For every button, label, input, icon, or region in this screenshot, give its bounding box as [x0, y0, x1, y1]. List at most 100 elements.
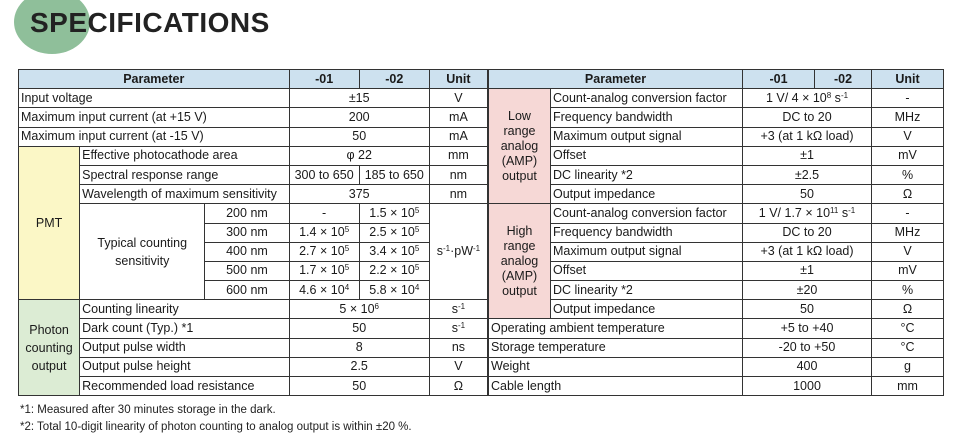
times-sign: × — [390, 263, 398, 278]
value-max-sensitivity: 375 — [288, 184, 430, 205]
unit-max-current-pos: mA — [428, 107, 489, 128]
param-dark-count: Dark count (Typ.) *1 — [79, 318, 290, 339]
group-label-low-range: Low range analog (AMP) output — [488, 88, 551, 205]
value-dark-count: 50 — [288, 318, 430, 339]
group-label-pmt: PMT — [17, 145, 81, 301]
param-cable-length: Cable length — [488, 375, 743, 397]
unit-high-dc-linearity: % — [871, 280, 944, 301]
value-storage-temp: -20 to +50 — [742, 337, 872, 358]
header-parameter: Parameter — [18, 68, 290, 90]
param-input-voltage: Input voltage — [18, 88, 290, 109]
value-high-dc-linearity: ±20 — [742, 280, 872, 301]
param-photocathode: Effective photocathode area — [79, 145, 290, 166]
table-header-row: Parameter -01 -02 Unit — [488, 68, 944, 90]
unit-sensitivity: s-1·pW-1 — [428, 203, 489, 301]
sens-01-mant: 1.4 — [299, 225, 317, 240]
sens-01-mant: 4.6 — [299, 282, 317, 297]
value-cable-length: 1000 — [742, 375, 872, 397]
value-max-current-pos: 200 — [288, 107, 430, 128]
table-row: Recommended load resistance 50 Ω — [19, 375, 489, 397]
high-conv-tail: s — [838, 205, 849, 220]
unit-max-current-neg: mA — [428, 126, 489, 147]
unit-high-offset: mV — [871, 260, 944, 282]
unit-load-resistance: Ω — [428, 375, 489, 397]
unit-sens-mid: ·pW — [450, 244, 473, 259]
ten-base: 10 — [400, 244, 415, 259]
table-row: Photon counting output Counting linearit… — [17, 299, 489, 397]
footnote-2: *2: Total 10-digit linearity of photon c… — [20, 421, 412, 433]
unit-high-max-output: V — [871, 241, 944, 262]
ten-base: 10 — [400, 263, 415, 278]
sens-02: 2.5 × 105 — [358, 222, 430, 243]
sens-01: - — [288, 203, 360, 224]
sens-02: 3.4 × 105 — [358, 241, 430, 262]
times-sign: × — [390, 205, 398, 220]
unit-high-bandwidth: MHz — [871, 222, 944, 243]
times-sign: × — [319, 282, 328, 297]
table-row: Cable length 1000 mm — [488, 375, 944, 397]
table-row: Maximum input current (at -15 V) 50 mA — [18, 126, 489, 147]
sens-wl: 300 nm — [204, 222, 290, 243]
param-high-conversion: Count-analog conversion factor — [550, 203, 743, 224]
table-row: Offset ±1 mV — [489, 145, 944, 166]
header-parameter: Parameter — [488, 68, 743, 90]
value-input-voltage: ±15 — [288, 88, 430, 109]
table-row: Frequency bandwidth DC to 20 MHz — [489, 107, 944, 128]
table-row: DC linearity *2 ±20 % — [489, 280, 944, 301]
sens-02-exp: 5 — [414, 263, 420, 273]
param-low-offset: Offset — [550, 145, 743, 166]
unit-low-max-output: V — [871, 126, 944, 147]
value-load-resistance: 50 — [288, 375, 430, 397]
unit-counting-linearity: s-1 — [428, 299, 489, 320]
table-row: Operating ambient temperature +5 to +40 … — [488, 318, 944, 339]
table-row: Output pulse height 2.5 V — [19, 356, 489, 378]
table-row: 400 nm 2.7 × 105 3.4 × 105 — [19, 241, 488, 262]
linearity-exp: 6 — [374, 301, 379, 311]
table-row: Output impedance 50 Ω — [489, 184, 944, 205]
high-conv-value: 1 V/ 1.7 × 10 — [758, 205, 831, 220]
header-02: -02 — [814, 68, 872, 90]
header-unit: Unit — [428, 68, 489, 90]
table-row: Maximum output signal +3 (at 1 kΩ load) … — [489, 126, 944, 147]
sens-02-mant: 3.4 — [369, 244, 387, 259]
param-weight: Weight — [488, 356, 743, 378]
low-conv-tail-exp: -1 — [840, 90, 849, 100]
table-row: Maximum input current (at +15 V) 200 mA — [18, 107, 489, 128]
sens-01: 1.4 × 105 — [288, 222, 360, 243]
times-sign: × — [390, 282, 398, 297]
dark-count-unit-exp: -1 — [457, 321, 466, 331]
value-high-impedance: 50 — [742, 299, 872, 320]
param-high-impedance: Output impedance — [550, 299, 743, 320]
table-row: Low range analog (AMP) output Count-anal… — [488, 88, 944, 205]
sens-01: 1.7 × 105 — [288, 260, 360, 282]
sens-02: 1.5 × 105 — [358, 203, 430, 224]
sens-02: 5.8 × 104 — [358, 280, 430, 301]
sens-wl: 200 nm — [204, 203, 290, 224]
sens-wl: 400 nm — [204, 241, 290, 262]
param-max-sensitivity: Wavelength of maximum sensitivity — [79, 184, 290, 205]
sens-02: 2.2 × 105 — [358, 260, 430, 282]
param-low-conversion: Count-analog conversion factor — [550, 88, 743, 109]
ten-base: 10 — [330, 244, 345, 259]
unit-photocathode: mm — [428, 145, 489, 166]
linearity-mant: 5 × 10 — [339, 301, 375, 316]
ten-base: 10 — [400, 205, 415, 220]
param-low-bandwidth: Frequency bandwidth — [550, 107, 743, 128]
value-low-offset: ±1 — [742, 145, 872, 166]
table-row: 600 nm 4.6 × 104 5.8 × 104 — [19, 280, 488, 301]
table-row: Spectral response range 300 to 650 185 t… — [19, 164, 489, 186]
table-row: DC linearity *2 ±2.5 % — [489, 164, 944, 186]
table-row: Output pulse width 8 ns — [19, 337, 489, 358]
unit-high-impedance: Ω — [871, 299, 944, 320]
low-conv-exp: 8 — [826, 90, 832, 100]
table-row: Maximum output signal +3 (at 1 kΩ load) … — [489, 241, 944, 262]
value-low-max-output: +3 (at 1 kΩ load) — [742, 126, 872, 147]
sens-01-exp: 5 — [344, 244, 350, 254]
unit-low-dc-linearity: % — [871, 164, 944, 186]
param-pulse-height: Output pulse height — [79, 356, 290, 378]
unit-low-impedance: Ω — [871, 184, 944, 205]
sens-01: 4.6 × 104 — [288, 280, 360, 301]
param-operating-temp: Operating ambient temperature — [488, 318, 743, 339]
header-01: -01 — [288, 68, 360, 90]
value-max-current-neg: 50 — [288, 126, 430, 147]
